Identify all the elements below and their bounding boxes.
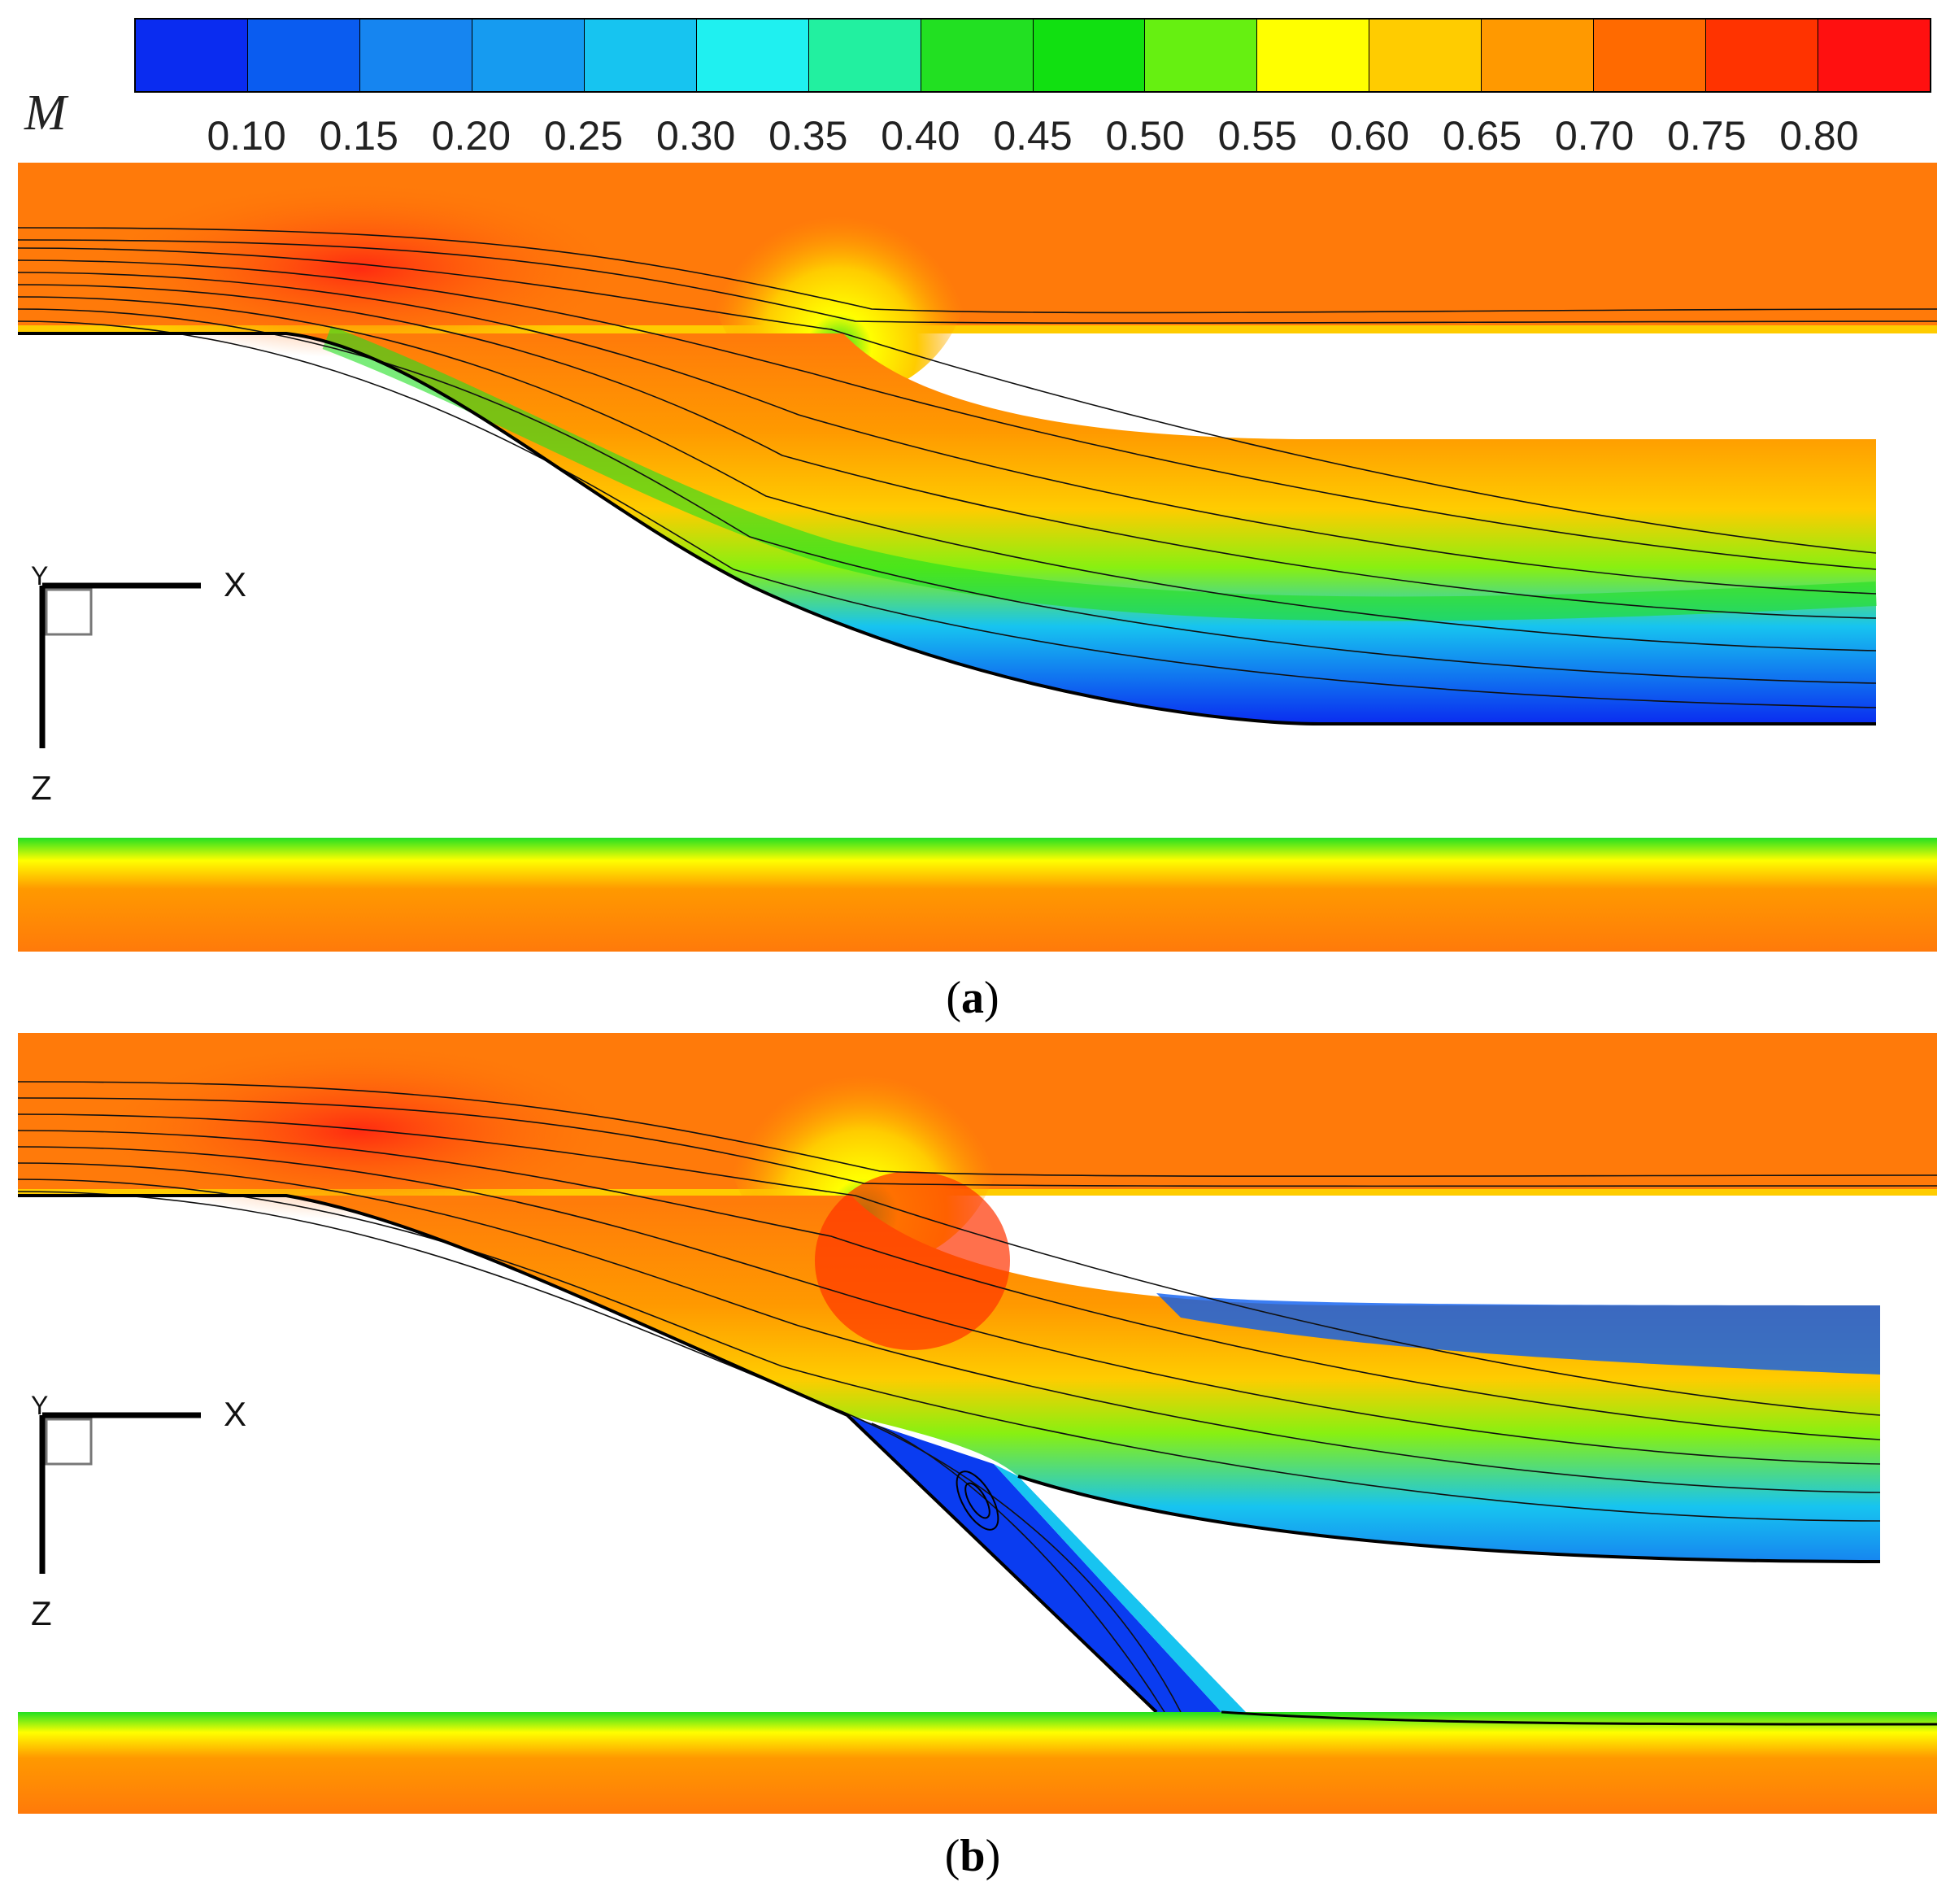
legend-swatch xyxy=(1033,20,1146,91)
legend-swatch xyxy=(584,20,697,91)
legend-swatch xyxy=(1145,20,1258,91)
duct-lower-wall xyxy=(18,332,1876,725)
high-mach-region xyxy=(91,1041,628,1220)
legend-tick-label: 0.15 xyxy=(319,113,398,159)
legend-tick-label: 0.30 xyxy=(655,113,736,159)
lower-channel xyxy=(18,1712,1937,1814)
legend-tick-label: 0.40 xyxy=(881,113,960,159)
legend-tick-label: 0.10 xyxy=(207,113,286,159)
mach-legend-colorbar xyxy=(134,18,1931,93)
legend-tick-label: 0.80 xyxy=(1779,113,1859,159)
recirculation-vortex xyxy=(956,1470,999,1531)
legend-tick-label: 0.65 xyxy=(1442,113,1522,159)
legend-tick-label: 0.20 xyxy=(431,113,512,159)
legend-swatch xyxy=(1257,20,1370,91)
legend-tick-label: 0.35 xyxy=(768,113,848,159)
legend-tick-label: 0.50 xyxy=(1105,113,1185,159)
separation-region xyxy=(1156,1293,1880,1375)
streamlines-a xyxy=(18,227,1937,708)
duct-splitter-wall xyxy=(1017,1475,1881,1563)
legend-swatch xyxy=(472,20,585,91)
legend-symbol: M xyxy=(24,85,67,141)
axis-triad-a xyxy=(39,582,201,748)
offtake-duct xyxy=(18,1196,1880,1562)
axis-x-label-b: X xyxy=(224,1395,247,1433)
streamlines-b xyxy=(18,1081,1937,1713)
lower-channel xyxy=(18,838,1937,952)
legend-tick-label: 0.75 xyxy=(1667,113,1747,159)
legend-tick-label: 0.60 xyxy=(1330,113,1410,159)
legend-swatch xyxy=(696,20,809,91)
shear-layer xyxy=(322,326,1877,621)
duct-lower-wall xyxy=(18,1194,1158,1714)
bleed-jet-streamline xyxy=(1221,1710,1937,1726)
caption-b: (b) xyxy=(944,1831,1001,1881)
contour-panel-b xyxy=(18,1033,1937,1814)
high-mach-region xyxy=(91,179,628,358)
legend-tick-label: 0.25 xyxy=(543,113,624,159)
legend-swatch xyxy=(1594,20,1707,91)
legend-swatch xyxy=(921,20,1034,91)
legend-swatch xyxy=(1818,20,1930,91)
caption-a: (a) xyxy=(946,973,999,1023)
contour-panel-a xyxy=(18,163,1937,952)
axis-x-label-a: X xyxy=(224,565,247,603)
axis-z-label-b: Z xyxy=(31,1594,52,1632)
legend-tick-label: 0.45 xyxy=(993,113,1073,159)
acceleration-region xyxy=(815,1171,1010,1350)
axis-y-label-a: Y xyxy=(31,561,49,590)
legend-swatch xyxy=(1482,20,1595,91)
channel-wall-layer xyxy=(18,325,1937,333)
legend-swatch xyxy=(1369,20,1482,91)
legend-tick-label: 0.70 xyxy=(1554,113,1635,159)
bleed-slot xyxy=(847,1415,1221,1712)
axis-triad-b xyxy=(39,1412,201,1574)
axis-y-label-b: Y xyxy=(31,1391,49,1420)
legend-swatch xyxy=(247,20,360,91)
legend-swatch xyxy=(808,20,921,91)
legend-swatch xyxy=(136,20,248,91)
legend-swatch xyxy=(1706,20,1819,91)
offtake-duct xyxy=(18,333,1876,724)
bleed-slot-edge xyxy=(994,1464,1246,1712)
legend-swatch xyxy=(359,20,472,91)
axis-z-label-a: Z xyxy=(31,769,52,807)
legend-tick-label: 0.55 xyxy=(1217,113,1297,159)
